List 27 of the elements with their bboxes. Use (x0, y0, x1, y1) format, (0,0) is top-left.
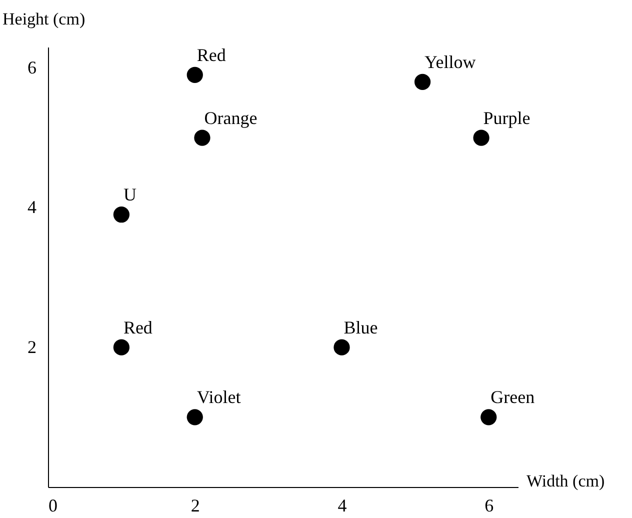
point (480, 409, 497, 426)
point (334, 339, 350, 356)
point (473, 130, 490, 146)
annotation: Yellow (424, 52, 476, 72)
annotation: Purple (483, 108, 530, 128)
point (194, 130, 210, 146)
x-tick-label: 4 (338, 496, 347, 516)
x-axis-title: Width (cm) (526, 472, 605, 490)
annotation: Orange (204, 108, 258, 128)
point (414, 74, 431, 90)
annotation: Red (123, 317, 152, 338)
annotation: Blue (344, 317, 378, 338)
point (186, 66, 203, 83)
annotation: Red (196, 44, 226, 65)
point (113, 339, 130, 356)
x-tick-label: 2 (190, 496, 200, 516)
annotation: U (123, 184, 136, 205)
x-tick-label: 6 (484, 496, 494, 516)
point (186, 409, 203, 426)
y-tick-label: 4 (28, 197, 36, 218)
point (113, 206, 130, 223)
y-tick-label: 6 (28, 57, 36, 78)
y-axis-title: Height (cm) (2, 10, 86, 28)
annotation: Green (490, 387, 535, 408)
annotation: Violet (196, 387, 241, 408)
y-tick-label: 2 (28, 336, 36, 357)
x-tick-label: 0 (48, 496, 58, 516)
